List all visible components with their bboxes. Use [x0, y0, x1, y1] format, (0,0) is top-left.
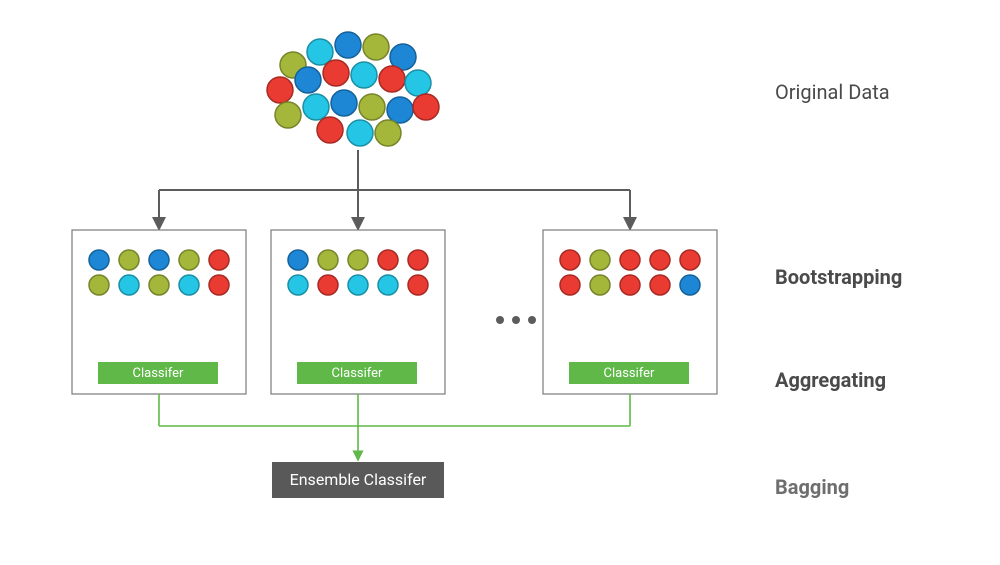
sample-dot	[620, 250, 640, 270]
data-dot	[375, 120, 401, 146]
sample-dot	[378, 275, 398, 295]
sample-dot	[149, 275, 169, 295]
sample-dot	[89, 250, 109, 270]
diagram-root: Original Data Bootstrapping Aggregating …	[0, 0, 1000, 565]
bootstrap-panel: Classifer	[543, 230, 717, 394]
ellipsis-dot	[528, 316, 536, 324]
sample-dot	[590, 250, 610, 270]
classifier-label: Classifer	[604, 366, 656, 381]
original-data-cluster	[267, 32, 439, 146]
data-dot	[363, 34, 389, 60]
sample-dot	[89, 275, 109, 295]
label-bootstrapping: Bootstrapping	[775, 265, 902, 289]
data-dot	[307, 39, 333, 65]
data-dot	[331, 90, 357, 116]
sample-dot	[119, 275, 139, 295]
bootstrap-panel: Classifer	[271, 230, 445, 394]
sample-dot	[209, 250, 229, 270]
sample-dot	[318, 250, 338, 270]
label-aggregating: Aggregating	[775, 368, 886, 392]
split-arrows	[159, 150, 630, 224]
data-dot	[267, 77, 293, 103]
data-dot	[303, 94, 329, 120]
data-dot	[295, 67, 321, 93]
sample-dot	[650, 275, 670, 295]
data-dot	[323, 60, 349, 86]
sample-dot	[408, 275, 428, 295]
ellipsis-dots	[496, 316, 536, 324]
sample-dot	[590, 275, 610, 295]
data-dot	[359, 94, 385, 120]
label-bagging: Bagging	[775, 475, 849, 499]
sample-dot	[288, 275, 308, 295]
data-dot	[351, 62, 377, 88]
data-dot	[387, 97, 413, 123]
data-dot	[275, 102, 301, 128]
ensemble-box-group: Ensemble Classifer	[272, 462, 444, 498]
sample-dot	[650, 250, 670, 270]
ellipsis-dot	[512, 316, 520, 324]
sample-dot	[620, 275, 640, 295]
sample-dot	[560, 275, 580, 295]
sample-dot	[348, 250, 368, 270]
ellipsis-dot	[496, 316, 504, 324]
sample-dot	[318, 275, 338, 295]
bootstrap-panel: Classifer	[72, 230, 246, 394]
sample-dot	[348, 275, 368, 295]
classifier-label: Classifer	[133, 366, 185, 381]
classifier-label: Classifer	[332, 366, 384, 381]
data-dot	[405, 70, 431, 96]
data-dot	[335, 32, 361, 58]
ensemble-classifier-label: Ensemble Classifer	[290, 470, 427, 489]
bootstrap-panels: Classifer Classifer Classifer	[72, 230, 717, 394]
sample-dot	[408, 250, 428, 270]
sample-dot	[179, 250, 199, 270]
sample-dot	[179, 275, 199, 295]
sample-dot	[149, 250, 169, 270]
data-dot	[379, 66, 405, 92]
aggregate-arrows	[159, 394, 630, 456]
sample-dot	[209, 275, 229, 295]
sample-dot	[680, 275, 700, 295]
data-dot	[347, 120, 373, 146]
data-dot	[317, 117, 343, 143]
data-dot	[413, 94, 439, 120]
sample-dot	[119, 250, 139, 270]
sample-dot	[680, 250, 700, 270]
sample-dot	[378, 250, 398, 270]
label-original-data: Original Data	[775, 80, 890, 104]
sample-dot	[288, 250, 308, 270]
sample-dot	[560, 250, 580, 270]
